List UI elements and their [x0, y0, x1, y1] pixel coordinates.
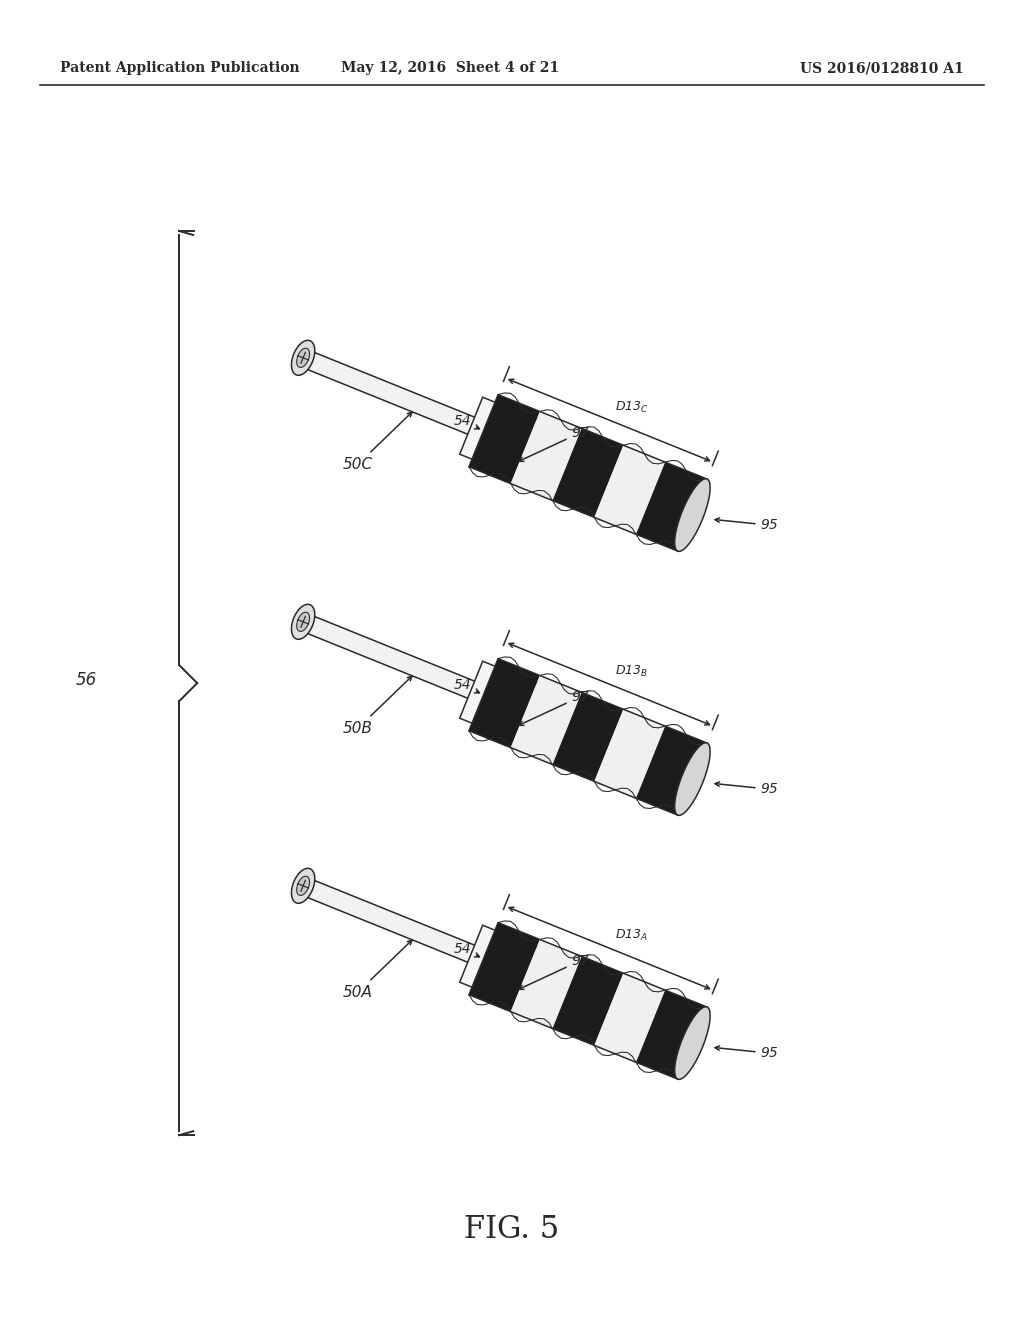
Text: FIG. 5: FIG. 5: [464, 1214, 560, 1246]
Polygon shape: [636, 990, 707, 1080]
Text: May 12, 2016  Sheet 4 of 21: May 12, 2016 Sheet 4 of 21: [341, 61, 560, 75]
Polygon shape: [292, 869, 314, 903]
Polygon shape: [510, 418, 539, 475]
Polygon shape: [300, 878, 511, 977]
Polygon shape: [460, 925, 517, 997]
Polygon shape: [469, 395, 707, 552]
Polygon shape: [297, 876, 309, 895]
Text: 56: 56: [76, 671, 97, 689]
Text: 95: 95: [715, 781, 778, 796]
Text: 97: 97: [519, 425, 589, 462]
Text: 50B: 50B: [343, 676, 412, 735]
Polygon shape: [469, 659, 540, 747]
Text: 97: 97: [519, 689, 589, 726]
Polygon shape: [492, 939, 519, 997]
Polygon shape: [675, 743, 710, 816]
Text: 54: 54: [454, 678, 479, 693]
Text: 97: 97: [519, 953, 589, 990]
Polygon shape: [553, 429, 624, 517]
Text: Patent Application Publication: Patent Application Publication: [60, 61, 300, 75]
Text: 50C: 50C: [343, 412, 412, 471]
Text: D13$_{B}$: D13$_{B}$: [614, 664, 647, 678]
Polygon shape: [469, 659, 707, 816]
Polygon shape: [292, 605, 314, 639]
Polygon shape: [460, 397, 517, 469]
Polygon shape: [594, 973, 666, 1063]
Polygon shape: [478, 933, 536, 1003]
Polygon shape: [511, 412, 582, 500]
Polygon shape: [498, 677, 555, 747]
Polygon shape: [478, 405, 536, 475]
Text: 95: 95: [715, 517, 778, 532]
Polygon shape: [297, 348, 309, 367]
Polygon shape: [675, 1007, 710, 1080]
Text: 54: 54: [454, 942, 479, 957]
Polygon shape: [300, 614, 511, 713]
Text: D13$_{C}$: D13$_{C}$: [614, 400, 648, 414]
Polygon shape: [529, 426, 558, 483]
Polygon shape: [529, 690, 558, 747]
Text: 54: 54: [454, 414, 479, 429]
Text: D13$_{A}$: D13$_{A}$: [614, 928, 647, 942]
Polygon shape: [511, 940, 582, 1028]
Polygon shape: [636, 462, 707, 552]
Polygon shape: [478, 669, 536, 739]
Polygon shape: [300, 350, 511, 449]
Polygon shape: [553, 957, 624, 1045]
Polygon shape: [594, 709, 666, 799]
Polygon shape: [460, 661, 517, 733]
Polygon shape: [498, 413, 555, 483]
Polygon shape: [492, 411, 519, 469]
Polygon shape: [675, 479, 710, 552]
Polygon shape: [511, 676, 582, 764]
Text: 95: 95: [715, 1045, 778, 1060]
Polygon shape: [498, 941, 555, 1011]
Polygon shape: [469, 923, 707, 1080]
Polygon shape: [510, 946, 539, 1003]
Polygon shape: [529, 954, 558, 1011]
Polygon shape: [469, 395, 540, 483]
Polygon shape: [594, 445, 666, 535]
Text: 50A: 50A: [343, 940, 412, 999]
Polygon shape: [469, 923, 540, 1011]
Polygon shape: [297, 612, 309, 631]
Polygon shape: [492, 675, 519, 733]
Polygon shape: [292, 341, 314, 375]
Polygon shape: [510, 682, 539, 739]
Polygon shape: [553, 693, 624, 781]
Polygon shape: [636, 726, 707, 816]
Text: US 2016/0128810 A1: US 2016/0128810 A1: [800, 61, 964, 75]
